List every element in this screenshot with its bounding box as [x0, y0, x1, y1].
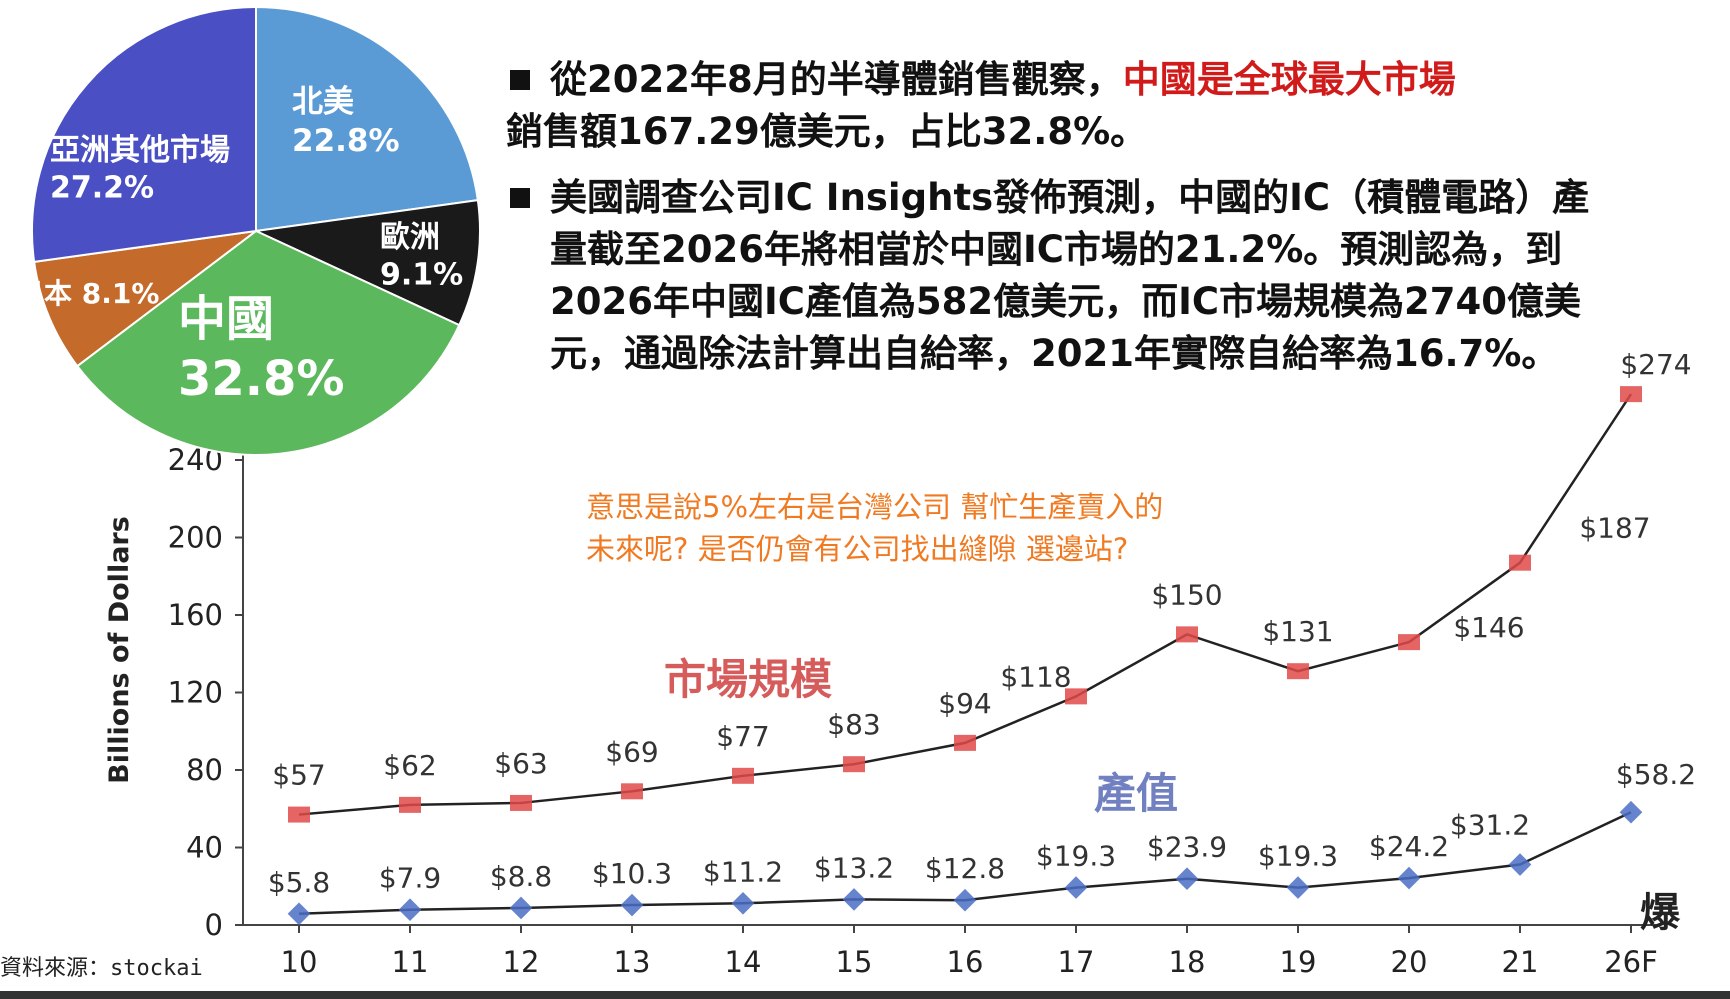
- y-tick-label: 160: [168, 598, 223, 632]
- pie-slice-value: 22.8%: [292, 123, 400, 159]
- output-marker: [732, 892, 755, 915]
- series-title-market: 市場規模: [664, 646, 832, 707]
- data-label: $63: [494, 747, 547, 780]
- bullet-list: 從2022年8月的半導體銷售觀察，中國是全球最大市場 銷售額167.29億美元，…: [506, 54, 1686, 394]
- y-axis-label: Billions of Dollars: [104, 516, 135, 784]
- pie-slice-label: 日本 8.1%: [16, 277, 159, 310]
- data-label: $58.2: [1616, 758, 1696, 791]
- data-label: $11.2: [703, 855, 783, 888]
- market-marker: [732, 768, 754, 784]
- data-label: $83: [827, 708, 880, 741]
- data-label: $57: [272, 759, 325, 792]
- bullet-1-text: 從2022年8月的半導體銷售觀察，: [550, 58, 1123, 101]
- x-tick-label: 10: [281, 945, 318, 979]
- pie-slice-label: 亞洲其他市場: [50, 133, 230, 168]
- x-tick-label: 26F: [1604, 945, 1658, 979]
- x-tick-label: 14: [725, 945, 762, 979]
- bullet-square-icon: [510, 188, 530, 208]
- output-marker: [843, 888, 866, 911]
- pie-slice-value: 9.1%: [380, 258, 463, 293]
- output-marker: [1287, 876, 1310, 899]
- data-label: $118: [1000, 660, 1071, 693]
- data-label: $77: [716, 720, 769, 753]
- market-marker: [399, 797, 421, 813]
- x-tick-label: 19: [1280, 945, 1317, 979]
- market-marker: [1176, 626, 1198, 642]
- y-tick-label: 40: [186, 831, 223, 865]
- data-label: $8.8: [490, 860, 552, 893]
- output-marker: [621, 894, 644, 917]
- data-label: $150: [1151, 578, 1222, 611]
- data-label: $69: [605, 735, 658, 768]
- brand-logo: 爆: [1640, 880, 1680, 938]
- data-label: $146: [1453, 611, 1524, 644]
- pie-slice-value: 32.8%: [178, 351, 345, 407]
- data-label: $7.9: [379, 862, 441, 895]
- note-line-2: 未來呢? 是否仍會有公司找出縫隙 選邊站?: [586, 528, 1163, 570]
- data-label: $187: [1579, 512, 1650, 545]
- data-label: $131: [1262, 615, 1333, 648]
- x-tick-label: 18: [1169, 945, 1206, 979]
- output-marker: [1620, 801, 1643, 824]
- output-marker: [1398, 867, 1421, 890]
- data-label: $10.3: [592, 857, 672, 890]
- data-label: $19.3: [1258, 840, 1338, 873]
- source-note: 資料來源：stockai: [0, 950, 203, 982]
- bullet-2-text: 美國調查公司IC Insights發佈預測，中國的IC（積體電路）產量截至202…: [550, 176, 1589, 375]
- market-marker: [621, 783, 643, 799]
- pie-slice-label: 歐洲: [380, 220, 440, 255]
- data-label: $94: [938, 687, 991, 720]
- market-marker: [288, 807, 310, 823]
- market-marker: [1287, 663, 1309, 679]
- x-tick-label: 12: [503, 945, 540, 979]
- x-tick-label: 11: [392, 945, 429, 979]
- data-label: $19.3: [1036, 840, 1116, 873]
- note-line-1: 意思是說5%左右是台灣公司 幫忙生產賣入的: [586, 486, 1163, 528]
- pie-slice-value: 27.2%: [50, 171, 154, 206]
- pie-slice-label: 北美: [292, 84, 354, 120]
- y-tick-label: 0: [205, 908, 223, 942]
- output-marker: [510, 897, 533, 920]
- bullet-square-icon: [510, 70, 530, 90]
- series-title-output: 產值: [1094, 760, 1178, 821]
- bottom-bar: [0, 991, 1730, 999]
- data-label: $5.8: [268, 866, 330, 899]
- data-label: $24.2: [1369, 830, 1449, 863]
- x-tick-label: 17: [1058, 945, 1095, 979]
- series-lines: $57 $62 $63 $69 $77 $83 $94 $118 $150 $131 $146 $18…: [268, 348, 1696, 925]
- annotation-note: 意思是說5%左右是台灣公司 幫忙生產賣入的 未來呢? 是否仍會有公司找出縫隙 選…: [586, 486, 1163, 570]
- x-tick-label: 21: [1502, 945, 1539, 979]
- y-tick-label: 120: [168, 676, 223, 710]
- bullet-1: 從2022年8月的半導體銷售觀察，中國是全球最大市場 銷售額167.29億美元，…: [506, 54, 1686, 158]
- y-tick-label: 80: [186, 753, 223, 787]
- data-label: $31.2: [1450, 809, 1530, 842]
- market-marker: [954, 735, 976, 751]
- market-marker: [510, 795, 532, 811]
- bullet-1-highlight: 中國是全球最大市場: [1123, 58, 1456, 101]
- data-label: $62: [383, 749, 436, 782]
- market-marker: [843, 756, 865, 772]
- data-label: $23.9: [1147, 831, 1227, 864]
- output-marker: [954, 889, 977, 912]
- x-tick-label: 16: [947, 945, 984, 979]
- output-marker: [1509, 853, 1532, 876]
- market-marker: [1509, 555, 1531, 571]
- x-tick-label: 13: [614, 945, 651, 979]
- bullet-2: 美國調查公司IC Insights發佈預測，中國的IC（積體電路）產量截至202…: [506, 172, 1610, 380]
- x-tick-label: 20: [1391, 945, 1428, 979]
- bullet-1-text-b: 銷售額167.29億美元，占比32.8%。: [506, 110, 1147, 153]
- pie-slice: [256, 7, 478, 231]
- pie-slice-label: 中國: [178, 291, 274, 347]
- market-marker: [1398, 634, 1420, 650]
- data-label: $12.8: [925, 852, 1005, 885]
- y-tick-label: 200: [168, 521, 223, 555]
- x-tick-label: 15: [836, 945, 873, 979]
- output-marker: [1176, 867, 1199, 890]
- output-marker: [288, 902, 311, 925]
- data-label: $13.2: [814, 851, 894, 884]
- output-marker: [399, 898, 422, 921]
- output-marker: [1065, 876, 1088, 899]
